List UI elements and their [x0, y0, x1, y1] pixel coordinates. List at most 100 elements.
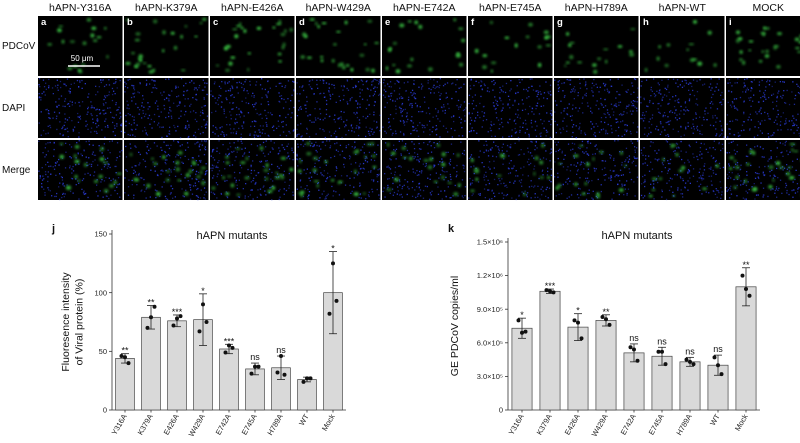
dapi-nucleus: [469, 123, 471, 125]
dapi-nucleus: [561, 152, 563, 154]
dapi-nucleus: [335, 149, 338, 151]
dapi-nucleus: [439, 120, 441, 122]
dapi-nucleus: [624, 129, 626, 131]
dapi-nucleus: [359, 184, 362, 186]
panel-letter-d: d: [299, 17, 305, 28]
dapi-nucleus: [285, 189, 288, 192]
data-point: [576, 320, 580, 325]
dapi-nucleus: [709, 102, 711, 104]
dapi-nucleus: [325, 113, 328, 115]
dapi-nucleus: [473, 165, 475, 167]
infected-cell: [514, 43, 518, 48]
dapi-nucleus: [322, 79, 324, 81]
dapi-nucleus: [712, 117, 714, 119]
dapi-nucleus: [420, 88, 423, 90]
x-tick-label-e426a: E426A: [563, 413, 582, 437]
infected-cell: [73, 154, 77, 159]
dapi-nucleus: [750, 87, 753, 89]
dapi-nucleus: [762, 171, 764, 173]
data-point: [305, 376, 309, 381]
dapi-nucleus: [533, 157, 535, 159]
dapi-nucleus: [392, 132, 394, 134]
dapi-nucleus: [135, 174, 138, 176]
dapi-nucleus: [644, 179, 646, 181]
dapi-nucleus: [764, 96, 766, 98]
dapi-nucleus: [390, 159, 392, 161]
dapi-nucleus: [217, 135, 219, 137]
infected-cell: [776, 65, 781, 69]
dapi-nucleus: [617, 140, 619, 142]
dapi-nucleus: [560, 112, 562, 114]
dapi-nucleus: [712, 169, 714, 172]
dapi-nucleus: [530, 122, 532, 124]
dapi-nucleus: [677, 146, 679, 148]
dapi-nucleus: [104, 96, 107, 99]
dapi-nucleus: [556, 104, 558, 106]
dapi-nucleus: [175, 87, 177, 89]
dapi-nucleus: [436, 143, 438, 145]
dapi-nucleus: [758, 173, 760, 175]
dapi-nucleus: [229, 165, 231, 167]
dapi-nucleus: [127, 186, 130, 188]
dapi-nucleus: [216, 147, 218, 149]
dapi-nucleus: [617, 121, 619, 123]
dapi-nucleus: [105, 84, 108, 86]
dapi-nucleus: [362, 115, 364, 118]
dapi-nucleus: [418, 183, 420, 185]
dapi-nucleus: [687, 180, 689, 182]
dapi-nucleus: [106, 95, 108, 97]
dapi-nucleus: [224, 83, 226, 85]
dapi-nucleus: [693, 128, 695, 130]
dapi-nucleus: [49, 141, 51, 144]
dapi-nucleus: [299, 107, 301, 109]
dapi-nucleus: [582, 112, 584, 114]
dapi-nucleus: [692, 132, 694, 134]
dapi-nucleus: [776, 97, 778, 99]
dapi-nucleus: [163, 98, 166, 101]
infected-cell: [447, 181, 452, 184]
dapi-nucleus: [131, 100, 133, 102]
dapi-nucleus: [367, 194, 370, 196]
dapi-nucleus: [506, 193, 509, 196]
dapi-nucleus: [415, 196, 417, 199]
dapi-nucleus: [202, 112, 204, 115]
dapi-nucleus: [745, 162, 748, 164]
dapi-nucleus: [99, 190, 101, 192]
dapi-nucleus: [729, 82, 731, 84]
dapi-nucleus: [197, 199, 199, 201]
dapi-nucleus: [432, 86, 434, 88]
significance-label: ns: [713, 344, 723, 354]
dapi-nucleus: [237, 196, 240, 198]
dapi-nucleus: [217, 103, 219, 106]
dapi-nucleus: [764, 165, 766, 168]
dapi-nucleus: [262, 152, 265, 154]
dapi-nucleus: [77, 116, 79, 118]
dapi-nucleus: [243, 115, 245, 117]
dapi-nucleus: [687, 110, 690, 112]
dapi-nucleus: [82, 178, 85, 180]
dapi-nucleus: [730, 106, 733, 108]
panel-background: [124, 16, 209, 76]
dapi-nucleus: [786, 189, 788, 192]
dapi-nucleus: [175, 156, 177, 158]
dapi-nucleus: [362, 162, 365, 165]
dapi-nucleus: [38, 122, 40, 124]
dapi-nucleus: [238, 81, 241, 83]
dapi-nucleus: [55, 117, 58, 120]
dapi-nucleus: [169, 193, 172, 195]
dapi-nucleus: [387, 165, 389, 167]
dapi-nucleus: [599, 86, 601, 88]
dapi-nucleus: [400, 154, 402, 156]
dapi-nucleus: [435, 172, 437, 174]
dapi-nucleus: [710, 96, 713, 99]
dapi-nucleus: [379, 197, 381, 200]
infected-cell: [658, 45, 661, 49]
dapi-nucleus: [592, 198, 594, 200]
dapi-nucleus: [170, 110, 172, 112]
dapi-nucleus: [776, 167, 778, 170]
dapi-nucleus: [236, 114, 238, 116]
dapi-nucleus: [333, 84, 335, 86]
dapi-nucleus: [684, 101, 687, 103]
dapi-nucleus: [247, 112, 250, 114]
dapi-nucleus: [359, 88, 361, 90]
